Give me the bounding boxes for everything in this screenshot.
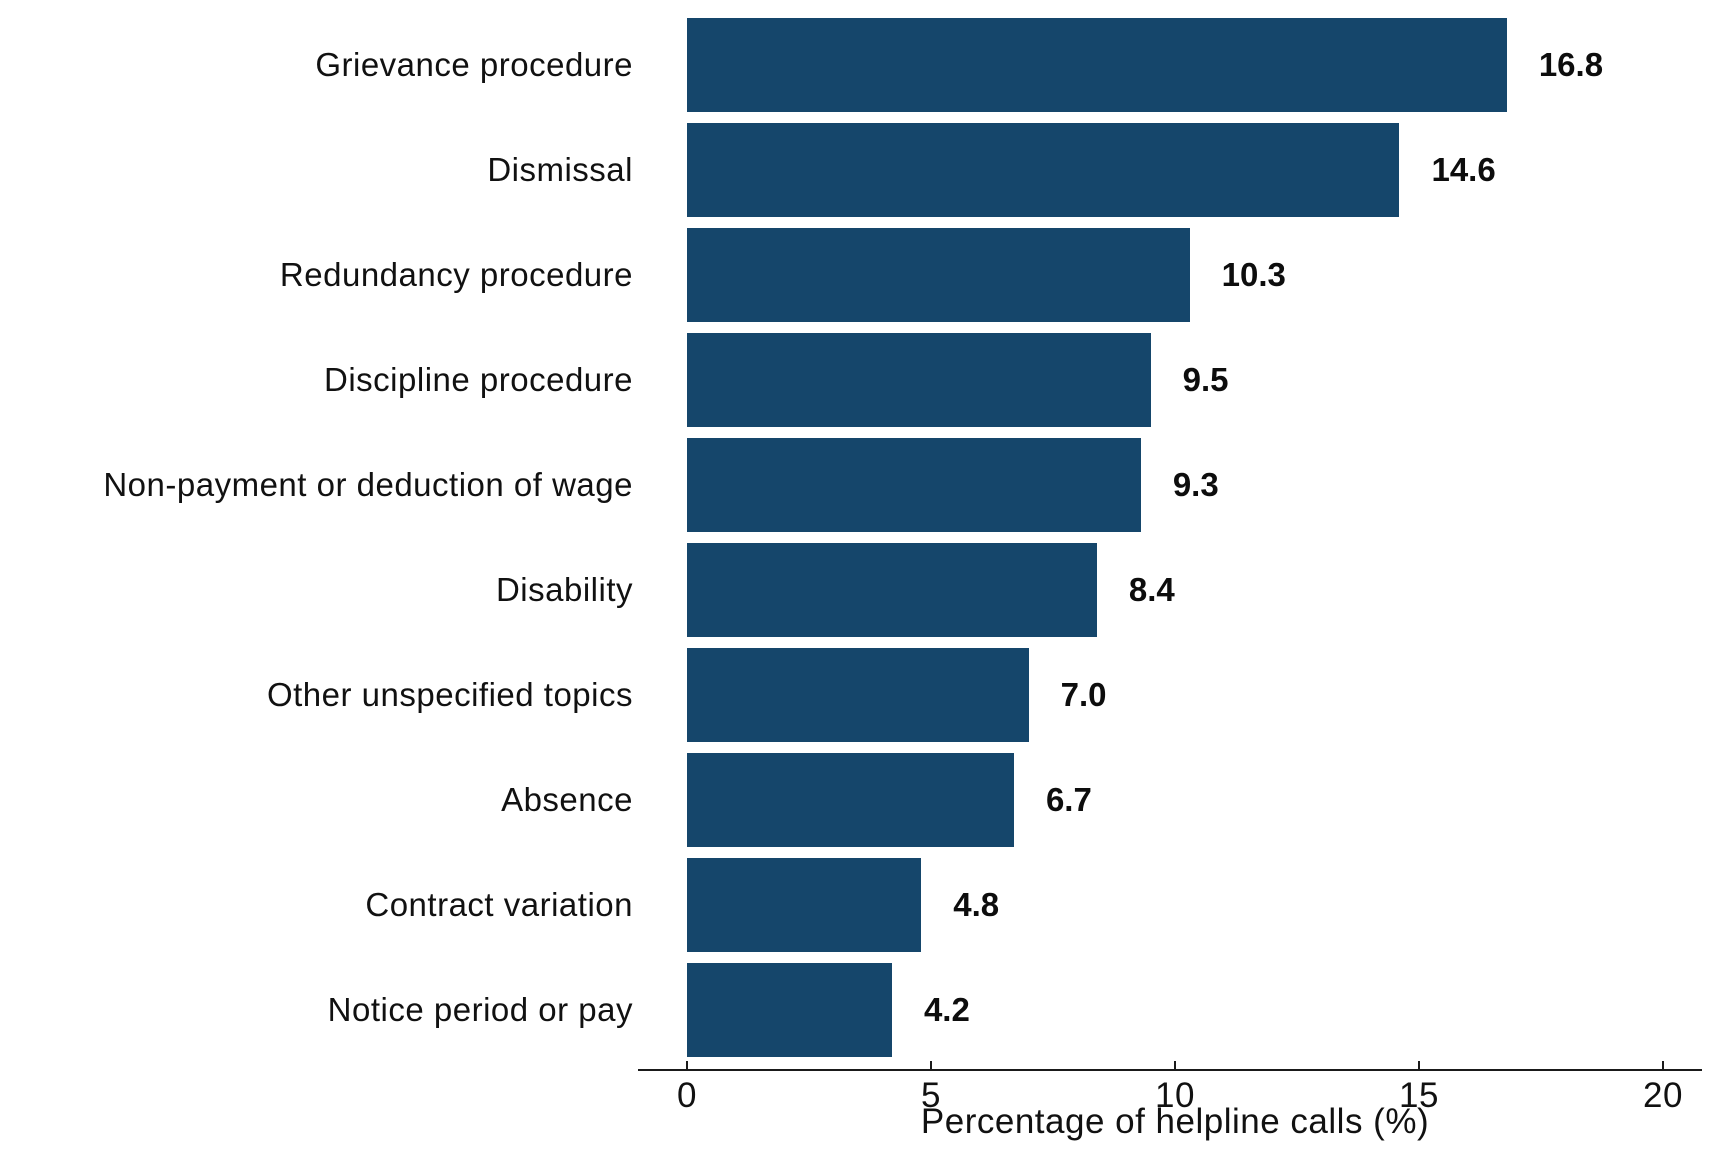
value-label: 9.3: [1172, 466, 1219, 503]
category-label: Other unspecified topics: [266, 676, 633, 713]
value-label: 16.8: [1538, 46, 1604, 83]
bar: [687, 753, 1014, 847]
x-axis-tick: [930, 1061, 932, 1070]
category-label: Disability: [495, 571, 633, 608]
x-axis-tick-label: 5: [921, 1076, 941, 1115]
bar: [687, 438, 1141, 532]
value-label: 14.6: [1431, 151, 1496, 188]
bar-row: Absence 6.7: [0, 753, 1728, 847]
x-axis-tick: [1174, 1061, 1176, 1070]
bar-row: Other unspecified topics 7.0: [0, 648, 1728, 742]
x-axis-tick: [1662, 1061, 1664, 1070]
bar-row: Grievance procedure 16.8: [0, 18, 1728, 112]
bar-row: Notice period or pay 4.2: [0, 963, 1728, 1057]
bar: [687, 18, 1507, 112]
bar-row: Contract variation 4.8: [0, 858, 1728, 952]
bar: [687, 123, 1400, 217]
bar-row: Discipline procedure 9.5: [0, 333, 1728, 427]
x-axis-line: [638, 1069, 1702, 1071]
x-axis-tick-label: 20: [1643, 1076, 1683, 1115]
value-label: 10.3: [1221, 256, 1286, 293]
category-label: Notice period or pay: [327, 991, 633, 1028]
value-label: 7.0: [1060, 676, 1107, 713]
category-label: Non-payment or deduction of wage: [103, 466, 633, 503]
category-label: Redundancy procedure: [279, 256, 633, 293]
category-label: Absence: [501, 781, 633, 818]
value-label: 9.5: [1182, 361, 1229, 398]
value-label: 4.8: [953, 886, 1000, 923]
bar-row: Redundancy procedure 10.3: [0, 228, 1728, 322]
bar: [687, 963, 892, 1057]
category-label: Contract variation: [365, 886, 633, 923]
category-label: Dismissal: [487, 151, 633, 188]
category-label: Discipline procedure: [324, 361, 633, 398]
bar-row: Non-payment or deduction of wage 9.3: [0, 438, 1728, 532]
x-axis-tick-label: 10: [1155, 1076, 1195, 1115]
category-label: Grievance procedure: [315, 46, 633, 83]
bar: [687, 858, 922, 952]
value-label: 4.2: [923, 991, 970, 1028]
x-axis-tick: [686, 1061, 688, 1070]
value-label: 6.7: [1045, 781, 1092, 818]
x-axis-label: Percentage of helpline calls (%): [920, 1102, 1430, 1141]
x-axis-tick: [1418, 1061, 1420, 1070]
bar-row: Dismissal 14.6: [0, 123, 1728, 217]
bar-row: Disability 8.4: [0, 543, 1728, 637]
x-axis-tick-label: 0: [677, 1076, 697, 1115]
bar: [687, 648, 1029, 742]
x-axis-tick-label: 15: [1399, 1076, 1439, 1115]
bar: [687, 228, 1190, 322]
bar: [687, 333, 1151, 427]
value-label: 8.4: [1128, 571, 1175, 608]
bar: [687, 543, 1097, 637]
